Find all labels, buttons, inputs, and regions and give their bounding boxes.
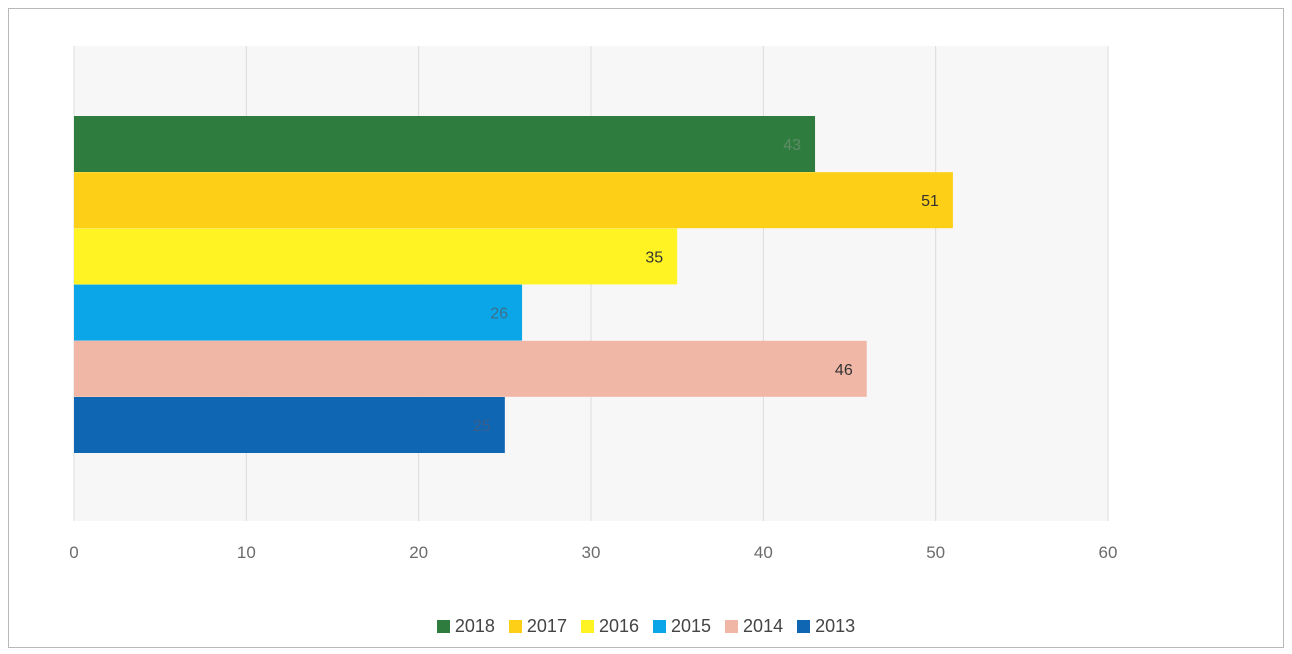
legend-label: 2014 <box>743 615 784 636</box>
x-tick-label: 30 <box>582 543 601 562</box>
bar-2015 <box>74 284 523 341</box>
data-label-2013: 25 <box>473 418 491 435</box>
legend-item-2015: 2015 <box>653 616 711 637</box>
bar-2016 <box>74 228 678 285</box>
data-label-2015: 26 <box>490 306 508 323</box>
bars <box>74 116 953 453</box>
bar-2014 <box>74 340 867 397</box>
legend-swatch <box>797 619 811 633</box>
legend-label: 2018 <box>454 615 495 636</box>
legend-label: 2013 <box>815 615 856 636</box>
bar-2017 <box>74 172 953 229</box>
data-label-2017: 51 <box>921 193 939 210</box>
legend-swatch <box>725 619 739 633</box>
data-label-2018: 43 <box>783 137 801 154</box>
x-tick-label: 60 <box>1099 543 1118 562</box>
legend-item-2018: 2018 <box>436 615 495 637</box>
data-labels: 43 51 35 26 46 25 <box>473 137 939 435</box>
legend-label: 2016 <box>598 615 639 636</box>
bar-2018 <box>74 116 816 172</box>
legend-label: 2017 <box>526 615 567 636</box>
legend-swatch <box>508 619 522 633</box>
x-tick-label: 0 <box>69 543 78 562</box>
legend-swatch <box>580 619 594 633</box>
data-label-2014: 46 <box>835 362 853 379</box>
legend-item-2013: 2013 <box>797 616 855 637</box>
legend-item-2014: 2014 <box>725 616 783 637</box>
legend-swatch <box>653 619 666 633</box>
data-label-2016: 35 <box>645 249 663 266</box>
legend-item-2017: 2017 <box>508 615 567 637</box>
legend-item-2016: 2016 <box>580 615 639 637</box>
x-axis-ticks: 0 10 20 30 40 50 60 <box>69 543 1117 562</box>
legend: 2018 2017 2016 2015 2014 2013 <box>0 612 1292 640</box>
x-tick-label: 40 <box>754 543 773 562</box>
legend-swatch <box>436 619 450 633</box>
x-tick-label: 20 <box>409 543 428 562</box>
bar-2013 <box>74 397 505 453</box>
x-tick-label: 10 <box>237 543 256 562</box>
x-tick-label: 50 <box>926 543 945 562</box>
legend-label: 2015 <box>671 615 712 636</box>
